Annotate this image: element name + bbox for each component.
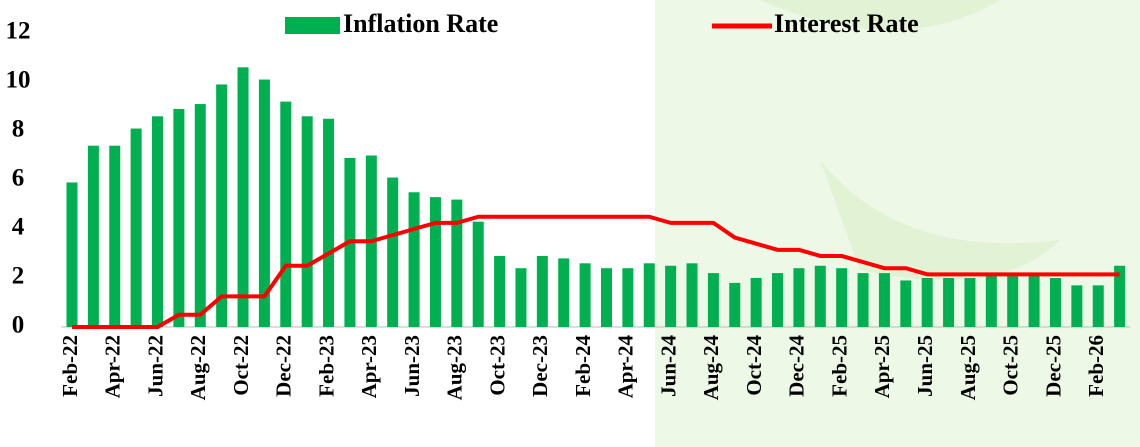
bar <box>472 221 484 327</box>
bar <box>1114 265 1126 327</box>
x-tick-label: Dec-24 <box>785 335 809 397</box>
x-tick-label: Feb-25 <box>827 335 851 397</box>
bar <box>686 263 698 327</box>
x-tick-label: Feb-22 <box>58 335 82 397</box>
bar <box>408 192 420 327</box>
bar <box>451 199 463 327</box>
legend-label: Inflation Rate <box>343 9 498 38</box>
bar <box>878 273 890 327</box>
bar <box>1007 275 1019 327</box>
bar <box>643 263 655 327</box>
bar <box>857 273 869 327</box>
bar <box>1049 278 1061 327</box>
bar <box>665 265 677 327</box>
bar <box>429 197 441 327</box>
x-tick-label: Jun-25 <box>913 335 937 397</box>
x-tick-label: Oct-23 <box>485 335 509 396</box>
x-tick-label: Oct-25 <box>999 335 1023 396</box>
x-tick-label: Apr-24 <box>614 335 638 399</box>
x-tick-label: Aug-25 <box>956 335 980 400</box>
x-tick-label: Aug-24 <box>699 335 723 401</box>
y-tick-label: 6 <box>12 165 25 192</box>
bar <box>216 84 228 327</box>
x-tick-label: Aug-23 <box>443 335 467 400</box>
bar <box>536 255 548 327</box>
bar <box>237 67 249 328</box>
x-tick-label: Oct-22 <box>229 335 253 396</box>
y-tick-label: 10 <box>6 67 31 94</box>
bar <box>194 104 206 327</box>
bar <box>921 278 933 327</box>
bar <box>109 145 121 327</box>
x-tick-label: Dec-23 <box>528 335 552 397</box>
bar <box>943 278 955 327</box>
bar <box>814 265 826 327</box>
bar <box>1028 275 1040 327</box>
x-tick-label: Oct-24 <box>742 335 766 396</box>
x-tick-label: Jun-24 <box>656 335 680 397</box>
bar <box>900 280 912 327</box>
bar <box>579 263 591 327</box>
bar <box>87 145 99 327</box>
x-tick-label: Feb-26 <box>1084 335 1108 397</box>
bar <box>130 128 142 327</box>
bar <box>707 273 719 327</box>
x-tick-label: Apr-22 <box>101 335 125 398</box>
legend-label: Interest Rate <box>774 9 919 38</box>
bar <box>793 268 805 327</box>
y-tick-label: 12 <box>6 18 31 45</box>
bar <box>280 101 292 327</box>
bar <box>152 116 164 327</box>
y-tick-label: 0 <box>12 312 25 339</box>
legend-swatch <box>285 17 340 34</box>
bar <box>985 275 997 327</box>
bar <box>387 177 399 327</box>
bar <box>323 118 335 327</box>
bar <box>1092 285 1104 327</box>
bar <box>964 278 976 327</box>
y-tick-label: 2 <box>12 263 25 290</box>
bar <box>750 278 762 327</box>
bar <box>258 79 270 327</box>
bar <box>66 182 78 327</box>
bar <box>729 282 741 327</box>
x-tick-label: Feb-24 <box>571 335 595 397</box>
bar <box>494 255 506 327</box>
bar <box>173 108 185 327</box>
bar <box>1071 285 1083 327</box>
x-tick-label: Feb-23 <box>314 335 338 397</box>
bar <box>301 116 313 327</box>
bar <box>772 273 784 327</box>
y-tick-label: 4 <box>12 214 25 241</box>
x-tick-label: Dec-22 <box>272 335 296 397</box>
watermark-shape <box>760 0 1060 280</box>
line <box>71 214 1120 329</box>
x-tick-label: Apr-25 <box>870 335 894 398</box>
bar <box>836 268 848 327</box>
x-tick-label: Apr-23 <box>357 335 381 398</box>
x-tick-label: Jun-22 <box>143 335 167 397</box>
bar <box>622 268 634 327</box>
y-tick-label: 8 <box>12 116 25 143</box>
x-tick-label: Dec-25 <box>1041 335 1065 397</box>
x-tick-label: Aug-22 <box>186 335 210 400</box>
bar <box>600 268 612 327</box>
x-tick-label: Jun-23 <box>400 335 424 397</box>
bar <box>515 268 527 327</box>
bar <box>558 258 570 327</box>
